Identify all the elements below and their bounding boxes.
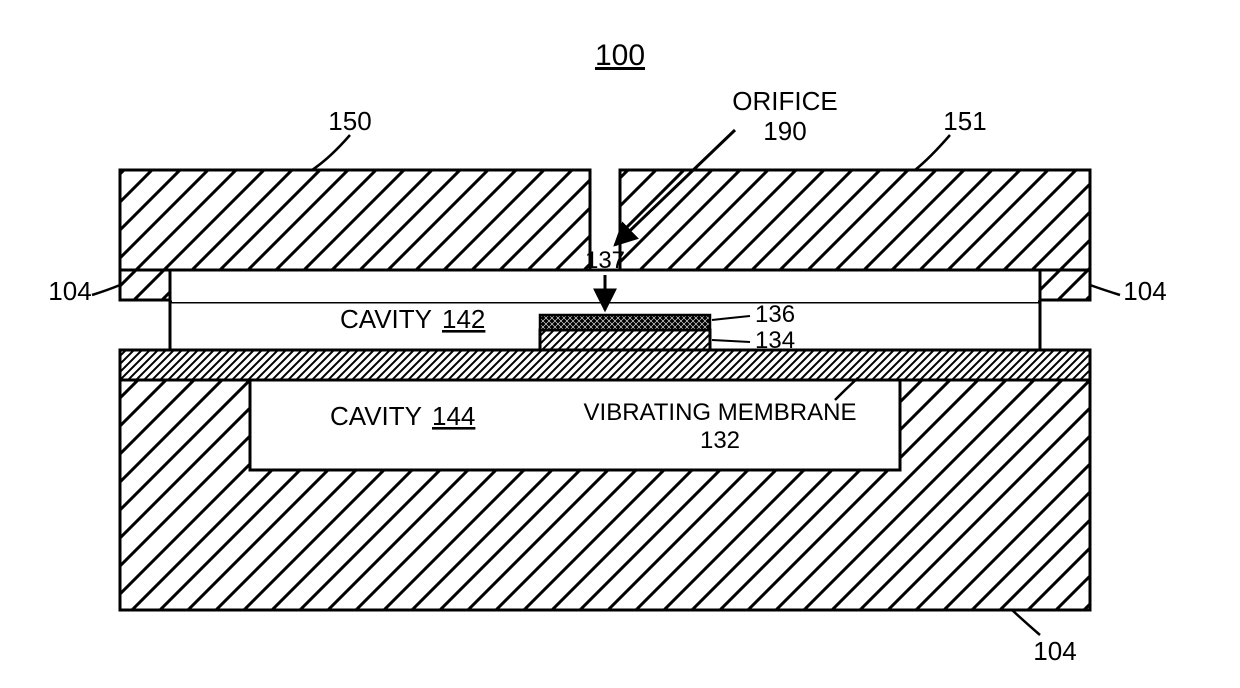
- leader-151: [915, 135, 950, 170]
- figure-ref: 100: [595, 39, 645, 72]
- leader-104-right-upper: [1090, 285, 1120, 295]
- label-137: 137: [585, 247, 625, 274]
- label-151: 151: [943, 106, 986, 136]
- label-150: 150: [328, 106, 371, 136]
- layer-134: [540, 330, 710, 350]
- label-104-right-upper: 104: [1123, 276, 1166, 306]
- membrane: [120, 350, 1090, 380]
- label-104-left: 104: [48, 276, 91, 306]
- membrane-label-line1: VIBRATING MEMBRANE: [584, 399, 857, 426]
- layer-136: [540, 315, 710, 330]
- patent-figure: 100 ORIFICE 190 150 151 104 104 137 136 …: [0, 0, 1240, 688]
- orifice-label-word: ORIFICE: [732, 86, 837, 116]
- membrane-label-num: 132: [700, 427, 740, 454]
- leader-150: [312, 135, 350, 170]
- orifice-label-num: 190: [763, 116, 806, 146]
- svg-text:142: 142: [442, 304, 485, 334]
- svg-text:CAVITY: CAVITY: [330, 401, 422, 431]
- cavity-upper-label: CAVITY 142: [340, 304, 485, 334]
- label-104-bottom: 104: [1033, 636, 1076, 666]
- cavity-lower-label: CAVITY 144: [330, 401, 475, 431]
- svg-text:144: 144: [432, 401, 475, 431]
- leader-104-left: [92, 285, 120, 295]
- svg-text:CAVITY: CAVITY: [340, 304, 432, 334]
- leader-104-bottom: [1012, 610, 1040, 635]
- label-136: 136: [755, 301, 795, 328]
- label-134: 134: [755, 327, 795, 354]
